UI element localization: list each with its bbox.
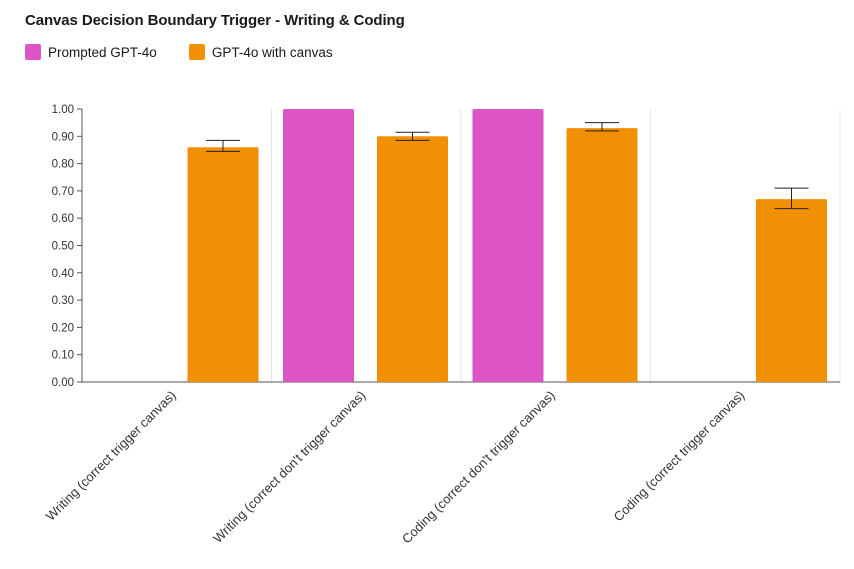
bar	[566, 128, 638, 382]
y-tick-label: 0.80	[52, 159, 74, 171]
y-tick-label: 0.20	[52, 322, 74, 334]
x-category-label: Writing (correct don't trigger canvas)	[210, 388, 368, 546]
y-tick-label: 0.40	[52, 268, 74, 280]
x-category-label: Writing (correct trigger canvas)	[43, 388, 179, 524]
bar	[187, 147, 259, 382]
y-tick-label: 0.90	[52, 131, 74, 143]
x-category-label: Coding (correct trigger canvas)	[611, 388, 748, 525]
legend-swatch-prompted	[25, 44, 41, 60]
y-tick-label: 0.00	[52, 377, 74, 389]
y-tick-label: 0.10	[52, 350, 74, 362]
bar	[283, 109, 354, 382]
x-category-label: Coding (correct don't trigger canvas)	[399, 388, 558, 547]
bar	[377, 136, 448, 382]
legend-item-prompted[interactable]: Prompted GPT-4o	[25, 44, 157, 60]
y-tick-label: 0.60	[52, 213, 74, 225]
legend: Prompted GPT-4o GPT-4o with canvas	[25, 44, 365, 60]
legend-item-canvas[interactable]: GPT-4o with canvas	[188, 44, 333, 60]
y-tick-label: 0.30	[52, 295, 74, 307]
legend-label-prompted: Prompted GPT-4o	[48, 44, 157, 60]
y-tick-label: 1.00	[52, 104, 74, 116]
bar	[756, 199, 827, 382]
legend-label-canvas: GPT-4o with canvas	[211, 44, 333, 60]
y-tick-label: 0.50	[52, 241, 74, 253]
bar	[472, 109, 544, 382]
legend-swatch-canvas	[188, 44, 205, 60]
y-tick-label: 0.70	[52, 186, 74, 198]
chart-title: Canvas Decision Boundary Trigger - Writi…	[25, 12, 405, 29]
